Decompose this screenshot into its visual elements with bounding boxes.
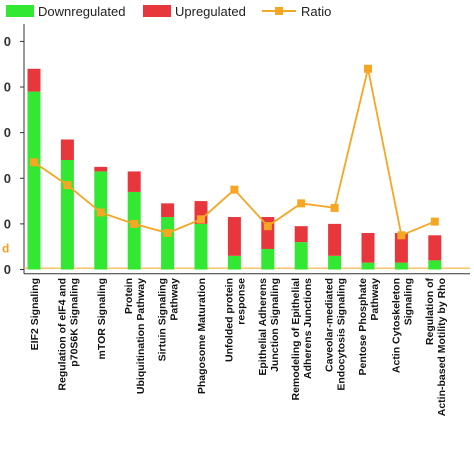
category-label: Unfolded proteinresponse [223,278,247,362]
bar-upregulated [394,233,408,263]
category-label: mTOR Signaling [96,278,108,359]
ratio-point [197,215,205,224]
ratio-line [33,68,436,237]
bar-upregulated [161,203,175,218]
bar-downregulated [94,171,108,270]
ratio-point [163,229,172,238]
threshold-label: d [2,242,9,256]
ratio-point [63,181,72,190]
ratio-point [397,231,406,240]
ratio-point [263,222,272,231]
bar-downregulated [361,262,375,270]
category-label: Pentose PhosphatePathway [357,278,381,376]
category-label: Phagosome Maturation [196,278,208,394]
ratio-point [96,208,105,217]
category-label: Sirtuin SignalingPathway [157,278,181,362]
bar-upregulated [27,68,41,92]
legend-label-downregulated: Downregulated [38,4,125,19]
legend-label-upregulated: Upregulated [175,4,246,19]
y-tick-label: 0 [4,216,11,231]
category-label: ProteinUbiquitination Pathway [123,278,147,394]
category-label: Remodeling of EpithelialAdherens Junctio… [290,278,314,401]
category-label: Epithelial AdherensJunction Signaling [257,278,281,376]
bar-downregulated [227,255,241,270]
y-tick-label: 0 [4,80,11,95]
ratio-point [130,219,139,228]
bar-upregulated [60,139,74,161]
plot-area: 0 0 0 0 0 0 d EIF2 Signaling Regulation of eIF4 … [2,24,470,416]
legend-label-ratio: Ratio [301,4,331,19]
legend-swatch-upregulated [143,5,171,17]
bar-downregulated [60,160,74,270]
bar-downregulated [261,248,275,270]
bar-downregulated [294,242,308,270]
ratio-point [364,64,372,73]
category-label: EIF2 Signaling [29,278,41,350]
ratio-point [297,199,306,208]
bar-downregulated [328,255,342,270]
bar-upregulated [428,235,442,261]
bar-downregulated [161,217,175,270]
y-tick-label: 0 [4,34,11,49]
ratio-point [30,158,38,167]
bar-upregulated [294,226,308,243]
ratio-point [430,217,439,226]
category-label: Regulation ofActin-based Motility by Rho [424,277,448,416]
bar-upregulated [127,171,141,192]
y-tick-label: 0 [4,262,11,277]
bar-downregulated [394,262,408,270]
bar-upregulated [361,233,375,263]
legend-swatch-downregulated [6,5,34,17]
category-label: Regulation of eIF4 andp70S6K Signaling [56,278,80,391]
bar-upregulated [328,223,342,256]
y-tick-label: 0 [4,171,11,186]
ratio-point [230,185,239,194]
bar-downregulated [194,223,208,270]
bar-downregulated [428,260,442,270]
bar-downregulated [27,91,41,270]
bar-upregulated [94,166,108,172]
category-label: Caveolar-mediatedEndocytosis Signaling [324,278,348,391]
legend: Downregulated Upregulated Ratio [6,4,331,19]
bar-upregulated [227,217,241,256]
ratio-point [330,203,339,212]
legend-marker-ratio [275,7,283,15]
y-tick-label: 0 [4,125,11,140]
bar-downregulated [127,191,141,270]
category-label: Actin CytoskeletonSignaling [390,278,414,373]
